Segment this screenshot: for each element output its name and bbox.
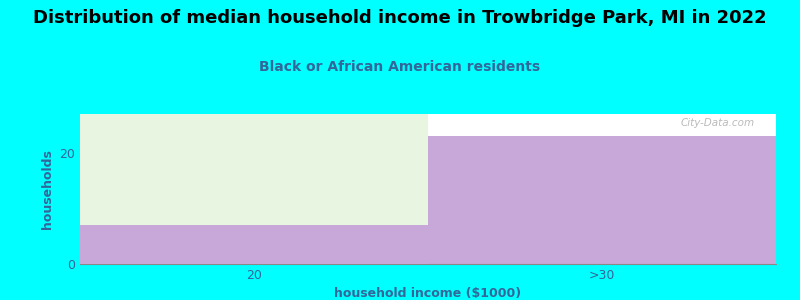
Y-axis label: households: households — [41, 149, 54, 229]
Text: City-Data.com: City-Data.com — [681, 118, 755, 128]
Text: Black or African American residents: Black or African American residents — [259, 60, 541, 74]
X-axis label: household income ($1000): household income ($1000) — [334, 287, 522, 300]
Text: Distribution of median household income in Trowbridge Park, MI in 2022: Distribution of median household income … — [33, 9, 767, 27]
Bar — [428, 136, 776, 264]
Bar — [80, 114, 428, 264]
Bar — [80, 225, 428, 264]
